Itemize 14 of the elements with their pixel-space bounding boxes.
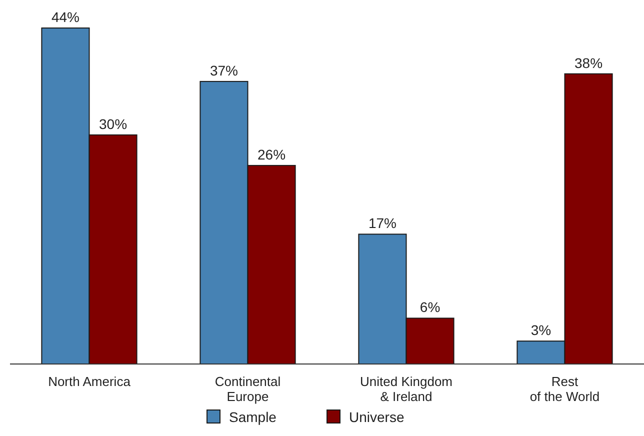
- data-label: 6%: [420, 299, 440, 316]
- data-label: 3%: [530, 322, 552, 338]
- x-tick-label: North America: [48, 374, 132, 389]
- legend-label: Universe: [349, 409, 404, 425]
- data-label: 44%: [51, 9, 80, 25]
- data-label: 38%: [574, 54, 603, 71]
- data-label: 30%: [99, 116, 128, 132]
- x-tick-label: United Kingdom & Ireland: [360, 374, 452, 404]
- x-tick-label: Rest of the World: [530, 374, 600, 404]
- data-label: 37%: [210, 62, 238, 78]
- data-label: 26%: [258, 146, 286, 162]
- legend-label: Sample: [229, 409, 277, 425]
- data-label: 17%: [368, 215, 396, 232]
- x-tick-label: Continental Europe: [214, 374, 281, 404]
